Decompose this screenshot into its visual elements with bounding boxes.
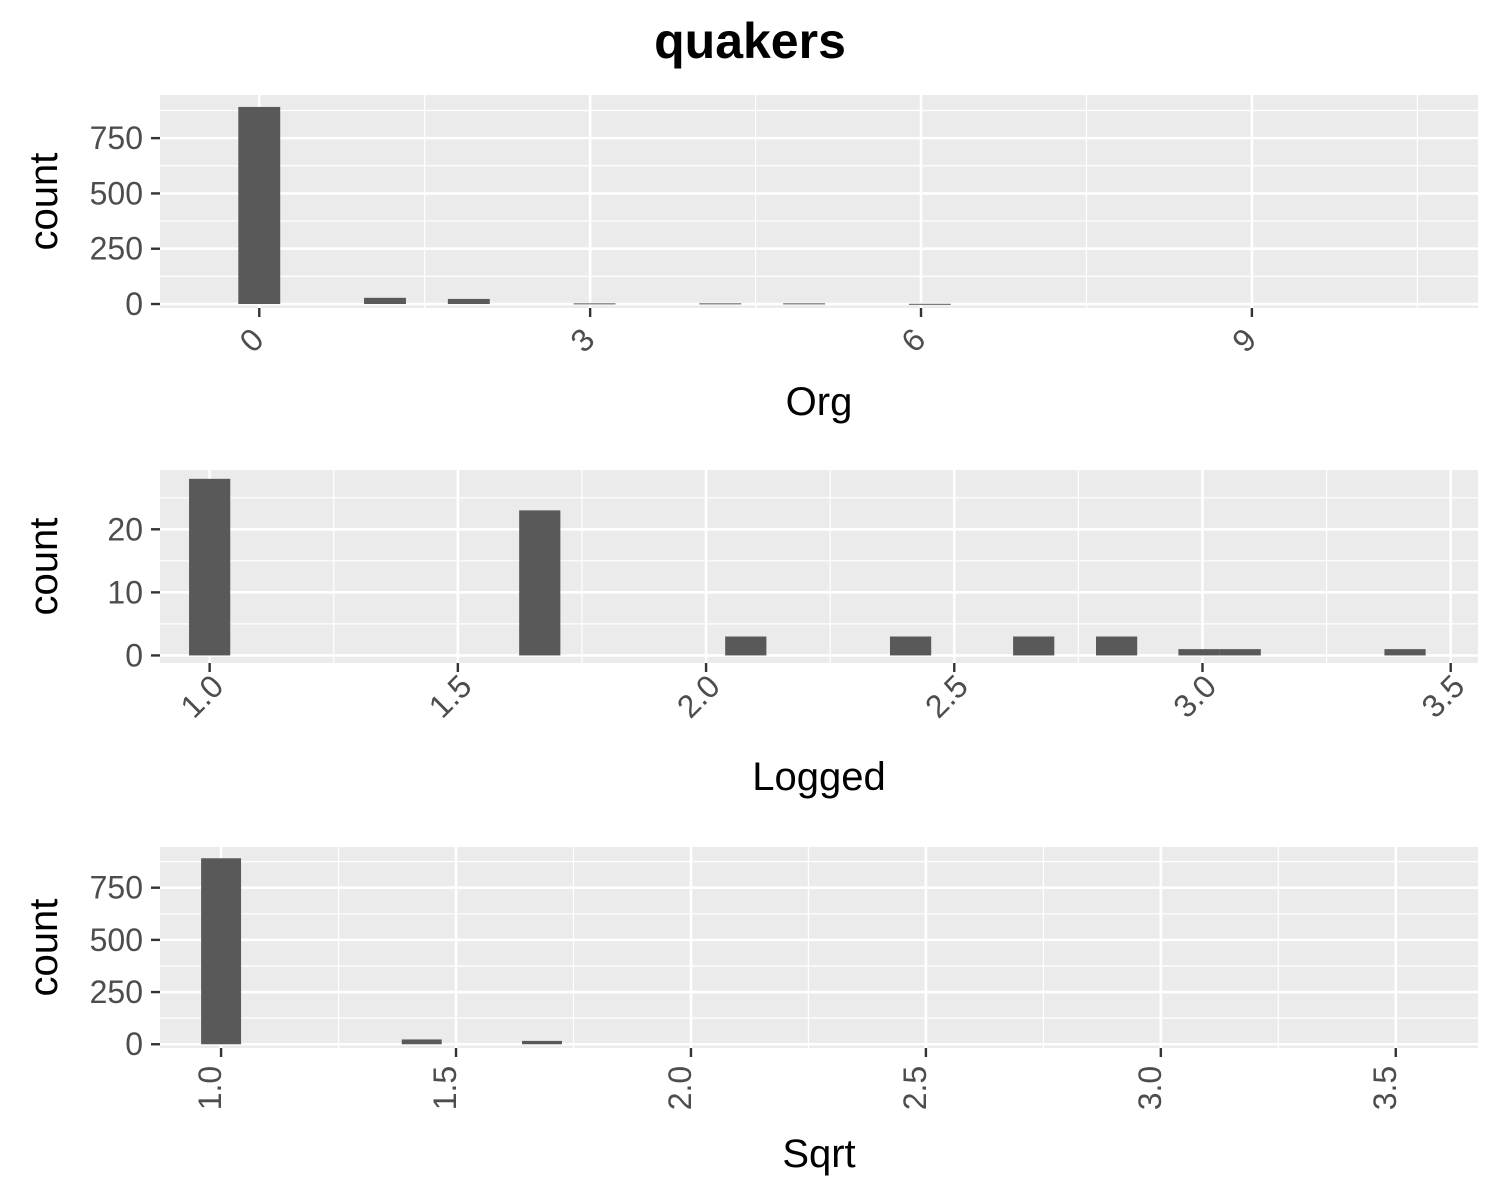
bar-4: [573, 303, 616, 305]
bar-2: [364, 297, 406, 305]
x-tick-label: 3.0: [1132, 1066, 1168, 1110]
bar-8: [1219, 649, 1261, 656]
x-tick-label: 3: [563, 321, 601, 359]
x-tick-label: 9: [1225, 321, 1263, 359]
x-tick-label: 6: [894, 321, 932, 359]
panel-background: [160, 470, 1478, 663]
y-axis-title: count: [22, 518, 66, 616]
y-tick-label: 0: [125, 1026, 143, 1062]
y-tick-label: 250: [90, 231, 143, 267]
y-tick-label: 20: [107, 511, 143, 547]
bar-2: [519, 510, 561, 656]
x-axis-title: Logged: [752, 755, 885, 799]
y-tick-label: 500: [90, 175, 143, 211]
y-tick-label: 0: [125, 637, 143, 673]
panel-2: 0 10 20 1.0 1.5 2.0 2.5 3.0 3.5 Logged count: [22, 470, 1478, 799]
x-tick-label: 1.0: [173, 668, 230, 725]
panel-3: 0 250 500 750 1.0 1.5 2.0 2.5 3.0 3.5 Sqrt count: [22, 847, 1478, 1176]
x-tick-label: 1.0: [192, 1066, 228, 1110]
bar-7: [1178, 649, 1220, 656]
x-tick-label: 2.0: [662, 1066, 698, 1110]
y-tick-label: 500: [90, 922, 143, 958]
bar-9: [1384, 649, 1426, 656]
x-axis-title: Sqrt: [782, 1132, 855, 1176]
bar-5: [1013, 636, 1055, 656]
panel-1: 0 250 500 750 0 3 6 9 Org count: [22, 95, 1478, 424]
y-tick-label: 750: [90, 870, 143, 906]
bar-1: [189, 478, 231, 656]
bar-3: [522, 1040, 562, 1045]
y-tick-label: 750: [90, 120, 143, 156]
panel-background: [160, 847, 1478, 1048]
bar-6: [783, 303, 826, 305]
histogram-panels: 0 250 500 750 0 3 6 9 Org count 0 10 20 1.0 1.5 2.0 2.5 3…: [22, 95, 1478, 1176]
bar-1: [201, 858, 242, 1045]
bar-1: [238, 106, 281, 305]
x-axis-title: Org: [786, 380, 853, 424]
x-tick-label: 2.5: [918, 668, 975, 725]
bar-3: [447, 298, 490, 305]
bar-3: [725, 636, 767, 656]
bar-7: [908, 303, 951, 305]
y-tick-label: 250: [90, 974, 143, 1010]
chart-title: quakers: [654, 13, 846, 69]
y-tick-label: 0: [125, 286, 143, 322]
bar-6: [1096, 636, 1138, 656]
x-tick-label: 0: [232, 321, 270, 359]
bar-4: [889, 636, 932, 656]
y-axis-title: count: [22, 153, 66, 251]
bar-5: [699, 303, 742, 305]
x-tick-label: 3.0: [1166, 668, 1223, 725]
x-tick-label: 1.5: [427, 1066, 463, 1110]
x-tick-label: 3.5: [1367, 1066, 1403, 1110]
panel-background: [160, 95, 1478, 308]
bar-2: [401, 1039, 442, 1045]
x-tick-label: 2.0: [670, 668, 727, 725]
x-tick-label: 3.5: [1414, 668, 1471, 725]
y-axis-title: count: [22, 899, 66, 997]
x-tick-label: 2.5: [897, 1066, 933, 1110]
x-tick-label: 1.5: [422, 668, 479, 725]
y-tick-label: 10: [107, 574, 143, 610]
